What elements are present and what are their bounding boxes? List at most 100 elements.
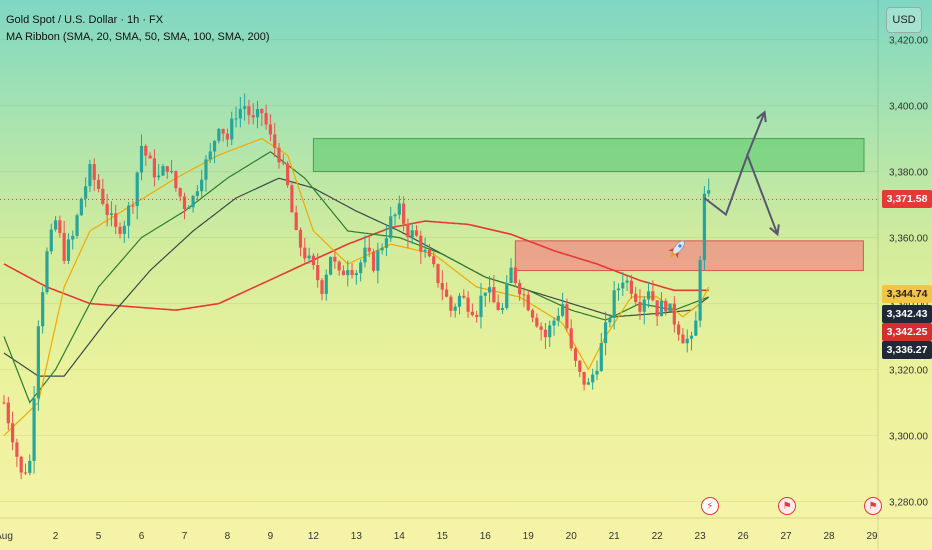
symbol-title[interactable]: Gold Spot / U.S. Dollar · 1h · FX: [6, 14, 164, 26]
rocket-icon: [668, 240, 685, 259]
y-axis: 3,280.003,300.003,320.003,340.003,360.00…: [877, 0, 928, 550]
candle-body: [75, 215, 79, 236]
x-tick-label: 27: [780, 531, 792, 542]
price-label[interactable]: 3,344.74: [882, 285, 932, 303]
candle-body: [376, 250, 380, 271]
candle-body: [518, 282, 522, 295]
price-label[interactable]: 3,342.43: [882, 305, 932, 323]
candle-body: [346, 270, 350, 276]
candle-body: [350, 270, 354, 276]
currency-button[interactable]: USD: [886, 7, 922, 33]
candle-body: [548, 325, 552, 338]
candle-body: [449, 296, 453, 311]
moving-averages: [3, 137, 710, 436]
candle-body: [36, 326, 40, 399]
candle-body: [92, 164, 96, 180]
candle-body: [552, 320, 556, 326]
candle-body: [169, 171, 174, 173]
candle-body: [672, 303, 676, 325]
sma100-line: [3, 177, 710, 377]
candle-body: [492, 287, 496, 303]
candle-body: [273, 134, 277, 148]
candle-body: [290, 185, 294, 213]
x-axis: Aug 2 5 6 7 8 9 12 13 14 15 16 19 20 21 22 23 26 27 28 29: [0, 517, 932, 542]
flag-event-icon[interactable]: ⚑: [778, 497, 797, 515]
candle-body: [320, 280, 324, 294]
x-tick-label: 20: [566, 531, 578, 542]
candle-body: [496, 302, 500, 310]
candle-body: [500, 307, 505, 310]
sma200-line: [3, 220, 709, 311]
candle-body: [582, 371, 586, 385]
candle-body: [58, 220, 62, 234]
candle-body: [41, 292, 45, 327]
candle-body: [307, 255, 311, 259]
candle-body: [118, 226, 122, 234]
candle-body: [294, 212, 298, 230]
candle-body: [432, 256, 436, 265]
x-tick-label: 28: [823, 531, 835, 542]
candle-body: [230, 118, 234, 140]
candle-body: [28, 460, 32, 473]
candle-body: [419, 235, 423, 252]
candle-body: [32, 398, 36, 461]
candle-body: [337, 261, 341, 271]
x-tick-label: 22: [652, 531, 664, 542]
candle-body: [689, 335, 694, 339]
flash-icon[interactable]: ⚡: [700, 497, 719, 515]
candle-body: [573, 348, 578, 361]
candle-body: [191, 195, 195, 208]
candle-body: [49, 229, 53, 252]
candle-body: [410, 230, 414, 238]
x-tick-label: 2: [53, 531, 59, 542]
x-tick-label: 6: [139, 531, 145, 542]
candle-body: [96, 179, 101, 189]
price-label[interactable]: 3,342.25: [882, 323, 932, 341]
y-tick-label: 3,400.00: [889, 102, 928, 113]
candle-body: [629, 280, 633, 294]
candle-body: [208, 151, 212, 160]
indicator-title[interactable]: MA Ribbon (SMA, 20, SMA, 50, SMA, 100, S…: [6, 31, 270, 43]
candle-body: [2, 402, 6, 404]
candle-body: [513, 267, 517, 283]
candle-body: [595, 370, 599, 375]
x-tick-label: 14: [394, 531, 406, 542]
candle-body: [487, 287, 492, 293]
candle-body: [530, 310, 535, 318]
candle-body: [509, 267, 513, 283]
y-tick-label: 3,280.00: [889, 498, 928, 509]
resistance-zone: [312, 138, 865, 173]
candle-body: [599, 343, 603, 371]
candle-body: [182, 196, 187, 210]
candle-body: [19, 456, 23, 473]
price-label[interactable]: 3,336.27: [882, 341, 932, 359]
candle-body: [311, 255, 315, 266]
candle-body: [561, 304, 565, 316]
candle-body: [135, 172, 139, 207]
candle-body: [328, 256, 333, 275]
candle-body: [23, 472, 28, 474]
candle-body: [66, 239, 71, 261]
candle-body: [384, 238, 389, 248]
candle-body: [462, 295, 466, 298]
candle-body: [664, 300, 668, 312]
candle-body: [152, 158, 156, 178]
candle-body: [694, 320, 698, 336]
y-tick-label: 3,300.00: [889, 432, 928, 443]
y-tick-label: 3,320.00: [889, 366, 928, 377]
rocket-fins: [668, 248, 679, 259]
candle-body: [625, 280, 629, 283]
arrowhead-down: [769, 224, 780, 237]
candle-body: [586, 382, 590, 385]
x-tick-label: 19: [523, 531, 535, 542]
candle-body: [122, 225, 126, 234]
candle-body: [556, 315, 560, 321]
x-tick-label: 15: [437, 531, 449, 542]
candle-body: [444, 289, 449, 297]
candle-body: [341, 270, 346, 276]
candle-body: [298, 229, 303, 248]
flag-event-icon[interactable]: ⚑: [864, 497, 882, 515]
candle-body: [603, 322, 608, 344]
price-label[interactable]: 3,371.58: [882, 190, 932, 208]
